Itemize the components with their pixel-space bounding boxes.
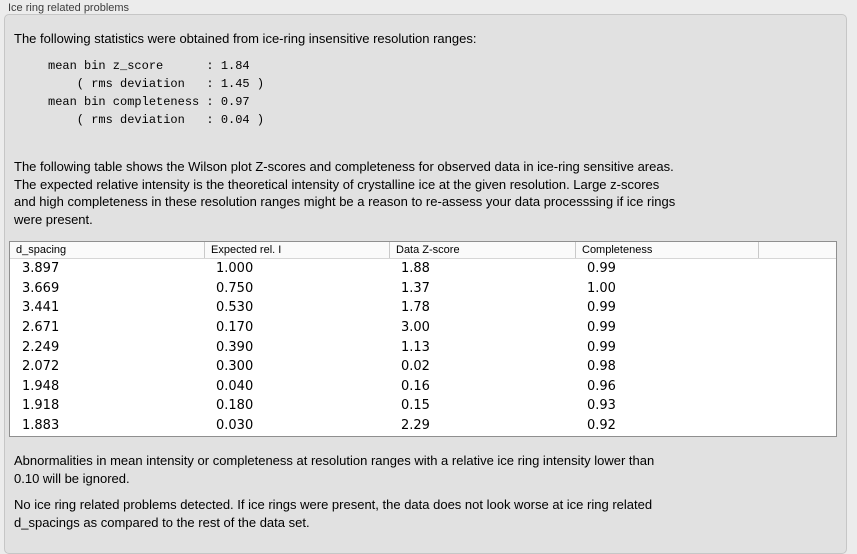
- cell-completeness: 0.93: [587, 398, 616, 414]
- conclusion-text: No ice ring related problems detected. I…: [14, 497, 653, 530]
- cell-completeness: 0.99: [587, 339, 616, 355]
- cell-d-spacing: 2.249: [22, 339, 60, 355]
- cell-data-z-score: 0.02: [401, 359, 430, 375]
- ice-ring-panel: The following statistics were obtained f…: [4, 14, 847, 554]
- cell-d-spacing: 1.883: [22, 418, 60, 434]
- table-row[interactable]: 1.948 0.040 0.16 0.96: [10, 377, 836, 397]
- cell-completeness: 1.00: [587, 280, 616, 296]
- table-row[interactable]: 2.072 0.300 0.02 0.98: [10, 357, 836, 377]
- cell-data-z-score: 3.00: [401, 320, 430, 336]
- table-row[interactable]: 1.918 0.180 0.15 0.93: [10, 396, 836, 416]
- cell-data-z-score: 1.37: [401, 280, 430, 296]
- table-row[interactable]: 3.897 1.000 1.88 0.99: [10, 259, 836, 279]
- cell-d-spacing: 3.669: [22, 280, 60, 296]
- cell-expected-rel-i: 0.040: [216, 378, 254, 394]
- table-row[interactable]: 2.249 0.390 1.13 0.99: [10, 337, 836, 357]
- cell-data-z-score: 0.15: [401, 398, 430, 414]
- table-description: The following table shows the Wilson plo…: [14, 159, 676, 227]
- cell-expected-rel-i: 0.030: [216, 418, 254, 434]
- cell-d-spacing: 2.072: [22, 359, 60, 375]
- cell-d-spacing: 3.897: [22, 261, 60, 277]
- table-row[interactable]: 3.669 0.750 1.37 1.00: [10, 279, 836, 299]
- intro-text: The following statistics were obtained f…: [14, 31, 477, 46]
- cell-expected-rel-i: 1.000: [216, 261, 254, 277]
- cell-expected-rel-i: 0.530: [216, 300, 254, 316]
- cell-completeness: 0.96: [587, 378, 616, 394]
- column-header-filler: [758, 242, 836, 258]
- ignore-rule-text: Abnormalities in mean intensity or compl…: [14, 453, 655, 486]
- ice-ring-table: d_spacing Expected rel. I Data Z-score C…: [9, 241, 837, 437]
- table-row[interactable]: 3.441 0.530 1.78 0.99: [10, 298, 836, 318]
- table-header-row: d_spacing Expected rel. I Data Z-score C…: [10, 242, 836, 259]
- cell-completeness: 0.98: [587, 359, 616, 375]
- cell-completeness: 0.99: [587, 320, 616, 336]
- cell-expected-rel-i: 0.750: [216, 280, 254, 296]
- table-row[interactable]: 2.671 0.170 3.00 0.99: [10, 318, 836, 338]
- cell-completeness: 0.99: [587, 300, 616, 316]
- cell-data-z-score: 2.29: [401, 418, 430, 434]
- cell-expected-rel-i: 0.300: [216, 359, 254, 375]
- column-header-d-spacing[interactable]: d_spacing: [16, 244, 67, 256]
- cell-d-spacing: 2.671: [22, 320, 60, 336]
- cell-expected-rel-i: 0.170: [216, 320, 254, 336]
- cell-data-z-score: 1.13: [401, 339, 430, 355]
- cell-data-z-score: 0.16: [401, 378, 430, 394]
- cell-completeness: 0.99: [587, 261, 616, 277]
- cell-expected-rel-i: 0.180: [216, 398, 254, 414]
- column-header-completeness[interactable]: Completeness: [575, 242, 758, 258]
- statistics-block: mean bin z_score : 1.84 ( rms deviation …: [48, 59, 265, 127]
- cell-data-z-score: 1.88: [401, 261, 430, 277]
- section-label: Ice ring related problems: [8, 2, 130, 14]
- cell-completeness: 0.92: [587, 418, 616, 434]
- cell-d-spacing: 1.948: [22, 378, 60, 394]
- cell-d-spacing: 3.441: [22, 300, 60, 316]
- table-row[interactable]: 1.883 0.030 2.29 0.92: [10, 416, 836, 436]
- cell-data-z-score: 1.78: [401, 300, 430, 316]
- column-header-expected-rel-i[interactable]: Expected rel. I: [204, 242, 389, 258]
- column-header-data-z-score[interactable]: Data Z-score: [389, 242, 575, 258]
- cell-d-spacing: 1.918: [22, 398, 60, 414]
- cell-expected-rel-i: 0.390: [216, 339, 254, 355]
